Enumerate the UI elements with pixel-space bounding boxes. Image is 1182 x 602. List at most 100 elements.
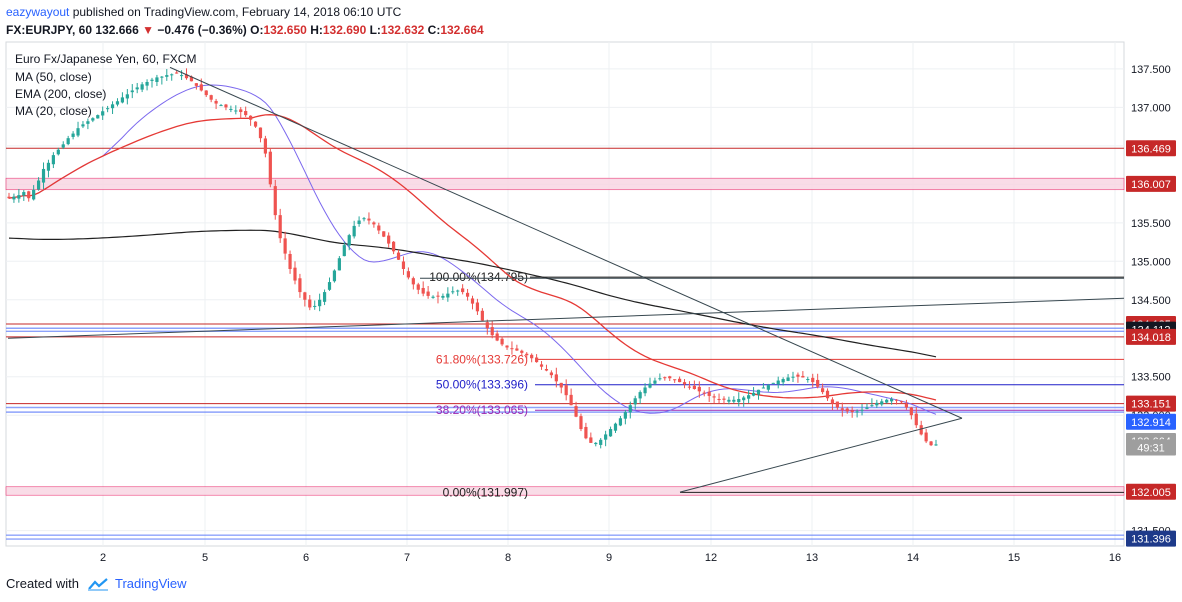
candle-body (71, 133, 75, 137)
trendline (169, 66, 963, 419)
candle-body (702, 392, 706, 394)
candle-body (761, 387, 766, 389)
last-price: 132.666 (95, 23, 139, 37)
price-tag (1126, 328, 1176, 345)
candle-body (909, 407, 913, 416)
candle-body (229, 108, 233, 110)
candle-body (776, 380, 780, 385)
candle-body (539, 364, 544, 367)
moving-averages (8, 84, 937, 415)
candle-body (396, 252, 401, 260)
candle-body (530, 354, 534, 359)
candle-body (253, 121, 258, 127)
candle-body (17, 195, 21, 199)
tradingview-brand-link[interactable]: TradingView (114, 576, 187, 591)
candle-body (525, 353, 529, 356)
candle-body (51, 155, 55, 165)
candle-body (623, 412, 627, 419)
candle-body (461, 288, 465, 293)
candle-body (308, 299, 312, 308)
horizontal-levels (6, 147, 1124, 405)
candle-body (22, 192, 26, 196)
candle-body (258, 127, 263, 139)
candle-body (811, 377, 815, 383)
candle-body (904, 403, 909, 408)
candle-body (850, 410, 854, 413)
candle-body (120, 97, 125, 103)
y-tick-label: 137.500 (1131, 64, 1171, 76)
trendlines[interactable] (7, 66, 1125, 493)
candle-body (322, 292, 327, 302)
candle-body (870, 405, 874, 407)
candle-body (283, 238, 287, 254)
candle-body (239, 109, 243, 113)
candle-body (515, 348, 519, 351)
x-tick-label: 16 (1109, 552, 1121, 564)
candle-body (421, 287, 425, 294)
candle-body (273, 186, 277, 216)
price-tag-label: 136.007 (1131, 179, 1171, 191)
candle-body (747, 395, 751, 399)
candle-body (712, 396, 716, 398)
candle-body (554, 374, 558, 382)
candle-body (278, 215, 282, 239)
x-tick-label: 7 (404, 552, 410, 564)
candle-body (599, 439, 603, 445)
candle-body (727, 399, 731, 402)
symbol-line: FX:EURJPY, 60 132.666 ▼ −0.476 (−0.36%) … (6, 21, 1176, 39)
fib-label: 38.20%(133.065) (436, 403, 528, 417)
candle-body (155, 77, 159, 82)
candle-body (820, 388, 825, 393)
candle-body (106, 108, 110, 110)
candle-body (875, 402, 879, 406)
candle-body (41, 168, 46, 183)
price-tag (1126, 439, 1176, 456)
candle-body (475, 302, 480, 312)
candle-body (673, 379, 677, 381)
candle-body (189, 76, 194, 82)
candle-body (500, 338, 504, 345)
candle-body (66, 138, 70, 145)
candle-body (244, 111, 248, 116)
grid (5, 41, 1125, 547)
candle-body (668, 376, 672, 379)
candle-body (81, 124, 85, 127)
legend-ma50: MA (50, close) (15, 70, 92, 84)
candle-body (470, 298, 475, 304)
candle-body (204, 90, 208, 96)
candles (7, 68, 938, 449)
candle-body (825, 390, 830, 399)
candle-body (416, 284, 420, 290)
candle-body (934, 444, 938, 446)
candle-body (411, 278, 415, 285)
legend-ma20: MA (20, close) (15, 104, 92, 118)
candle-body (490, 327, 494, 336)
candle-body (32, 189, 36, 200)
candle-body (337, 258, 341, 271)
candle-body (7, 196, 11, 199)
candle-body (125, 94, 129, 99)
x-tick-label: 13 (806, 552, 818, 564)
candle-body (855, 411, 859, 413)
author-link[interactable]: eazywayout (6, 5, 70, 19)
chart-header: eazywayout published on TradingView.com,… (6, 3, 1176, 39)
candle-body (589, 437, 593, 443)
price-tag (1126, 395, 1176, 412)
candle-body (860, 409, 864, 411)
candle-body (584, 426, 588, 439)
zones (5, 177, 1125, 540)
fibonacci-retracement: 100.00%(134.795) 61.80%(133.726) 50.00%(13… (429, 270, 1124, 499)
candle-body (357, 220, 361, 225)
candle-body (377, 225, 381, 231)
support-zone (5, 486, 1125, 496)
price-tag-label: 132.914 (1131, 417, 1171, 429)
candle-body (56, 149, 60, 155)
candle-body (796, 374, 800, 377)
candle-body (618, 418, 623, 426)
candle-body (465, 292, 470, 297)
candle-body (130, 90, 134, 93)
candle-body (160, 76, 164, 78)
support-zone (5, 177, 1125, 191)
candle-body (313, 305, 317, 307)
